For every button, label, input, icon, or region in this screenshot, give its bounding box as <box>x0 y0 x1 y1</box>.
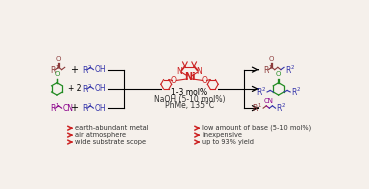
Text: R$^1$: R$^1$ <box>252 102 262 114</box>
Text: Ni: Ni <box>184 72 195 82</box>
Text: O: O <box>269 56 274 62</box>
Text: inexpensive: inexpensive <box>202 132 242 138</box>
Text: O: O <box>171 76 177 85</box>
Text: up to 93% yield: up to 93% yield <box>202 139 254 145</box>
Text: R$^1$: R$^1$ <box>263 64 273 76</box>
Text: R$^1$: R$^1$ <box>50 64 60 76</box>
Text: PhMe, 135°C: PhMe, 135°C <box>165 101 214 110</box>
Text: R$^2$: R$^2$ <box>82 83 92 95</box>
Text: air atmosphere: air atmosphere <box>75 132 126 138</box>
Text: earth-abundant metal: earth-abundant metal <box>75 125 148 131</box>
Text: N: N <box>176 67 182 77</box>
Text: R$^2$: R$^2$ <box>82 102 92 114</box>
Text: R$^1$: R$^1$ <box>50 102 60 114</box>
Text: CN: CN <box>263 98 273 104</box>
Text: O: O <box>54 71 60 77</box>
Text: OH: OH <box>94 65 106 74</box>
Text: O: O <box>276 71 281 77</box>
Text: R$^2$: R$^2$ <box>276 102 287 114</box>
Text: OH: OH <box>94 84 106 93</box>
Text: NaOH (5-10 mol%): NaOH (5-10 mol%) <box>154 95 225 104</box>
Text: +: + <box>70 103 78 113</box>
Text: R$^2$: R$^2$ <box>291 86 301 98</box>
Text: OH: OH <box>94 104 106 113</box>
Text: R$^2$: R$^2$ <box>285 64 295 76</box>
Text: +: + <box>70 65 78 75</box>
Text: wide substrate scope: wide substrate scope <box>75 139 146 145</box>
Text: low amount of base (5-10 mol%): low amount of base (5-10 mol%) <box>202 125 311 131</box>
Text: O: O <box>202 76 208 85</box>
Text: + 2: + 2 <box>68 84 81 93</box>
Text: O: O <box>56 56 61 62</box>
Text: R$^2$: R$^2$ <box>256 86 266 98</box>
Text: CN: CN <box>62 104 73 113</box>
Text: N: N <box>197 67 203 77</box>
Text: R$^2$: R$^2$ <box>82 64 92 76</box>
Text: 1-3 mol%: 1-3 mol% <box>172 88 207 97</box>
